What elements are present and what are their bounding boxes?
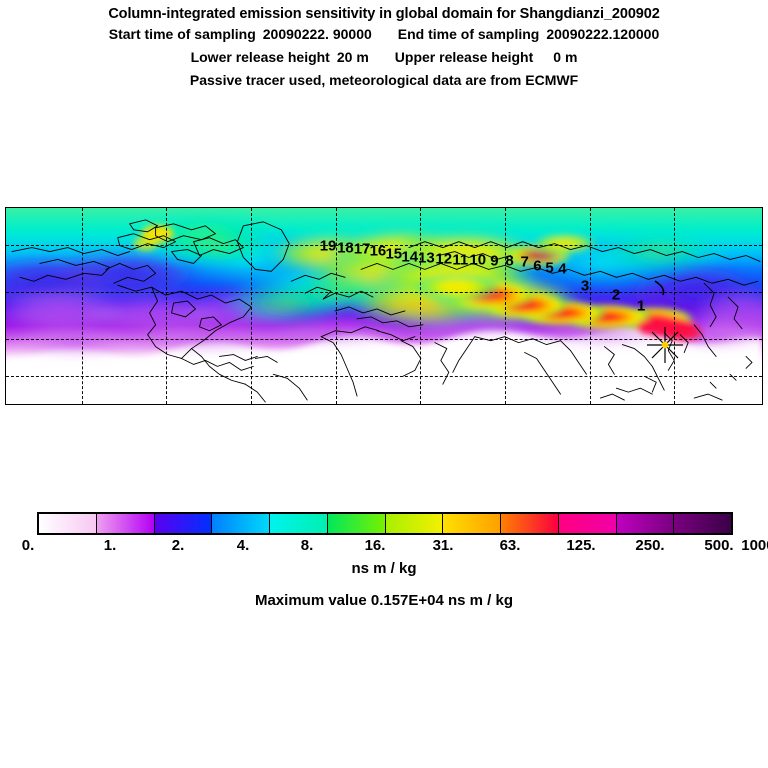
sampling-time-line: Start time of sampling 20090222. 90000 End… — [0, 23, 768, 46]
start-time-value: 20090222. 90000 — [262, 26, 372, 42]
tracer-note: Passive tracer used, meteorological data… — [189, 72, 579, 88]
colorbar — [37, 512, 733, 535]
colorbar-tick: 500. — [704, 537, 734, 554]
colorbar-segment — [558, 514, 617, 533]
colorbar-segment — [385, 514, 444, 533]
colorbar-segment — [674, 514, 731, 533]
colorbar-tick: 1000. — [741, 537, 768, 554]
end-time-value: 20090222.120000 — [546, 26, 660, 42]
colorbar-segment — [501, 514, 559, 533]
colorbar-tick: 63. — [499, 537, 521, 554]
colorbar-tick: 4. — [236, 537, 250, 554]
release-height-line: Lower release height 20 m Upper release he… — [0, 46, 768, 69]
map-panel: 19 18 17 16 15 14 13 12 11 10 9 8 7 6 5 … — [5, 207, 763, 405]
lower-release-height-value: 20 m — [336, 49, 369, 65]
colorbar-tick: 0. — [21, 537, 35, 554]
colorbar-tick-labels: 0. 1. 2. 4. 8. 16. 31. 63. 125. 250. 500… — [0, 537, 768, 557]
maximum-value-label: Maximum value 0.157E+04 ns m / kg — [254, 592, 514, 609]
upper-release-height-value: 0 m — [553, 49, 578, 65]
colorbar-segment — [96, 514, 155, 533]
colorbar-segment — [270, 514, 328, 533]
colorbar-tick: 250. — [635, 537, 665, 554]
colorbar-tick: 1. — [103, 537, 117, 554]
colorbar-strip — [37, 512, 733, 535]
colorbar-segment — [39, 514, 97, 533]
colorbar-unit-label: ns m / kg — [351, 560, 417, 577]
colorbar-tick: 16. — [364, 537, 386, 554]
colorbar-tick: 31. — [432, 537, 454, 554]
page-title: Column-integrated emission sensitivity i… — [108, 6, 660, 22]
upper-release-height-label: Upper release height — [394, 49, 534, 65]
header-block: Column-integrated emission sensitivity i… — [0, 0, 768, 92]
emission-sensitivity-field — [6, 208, 762, 404]
colorbar-tick: 2. — [171, 537, 185, 554]
colorbar-segment — [616, 514, 675, 533]
colorbar-tick: 8. — [300, 537, 314, 554]
colorbar-segment — [212, 514, 270, 533]
colorbar-segment — [443, 514, 501, 533]
colorbar-tick: 125. — [566, 537, 596, 554]
end-time-label: End time of sampling — [397, 26, 540, 42]
colorbar-segment — [327, 514, 386, 533]
start-time-label: Start time of sampling — [108, 26, 256, 42]
colorbar-segment — [154, 514, 213, 533]
lower-release-height-label: Lower release height — [190, 49, 330, 65]
